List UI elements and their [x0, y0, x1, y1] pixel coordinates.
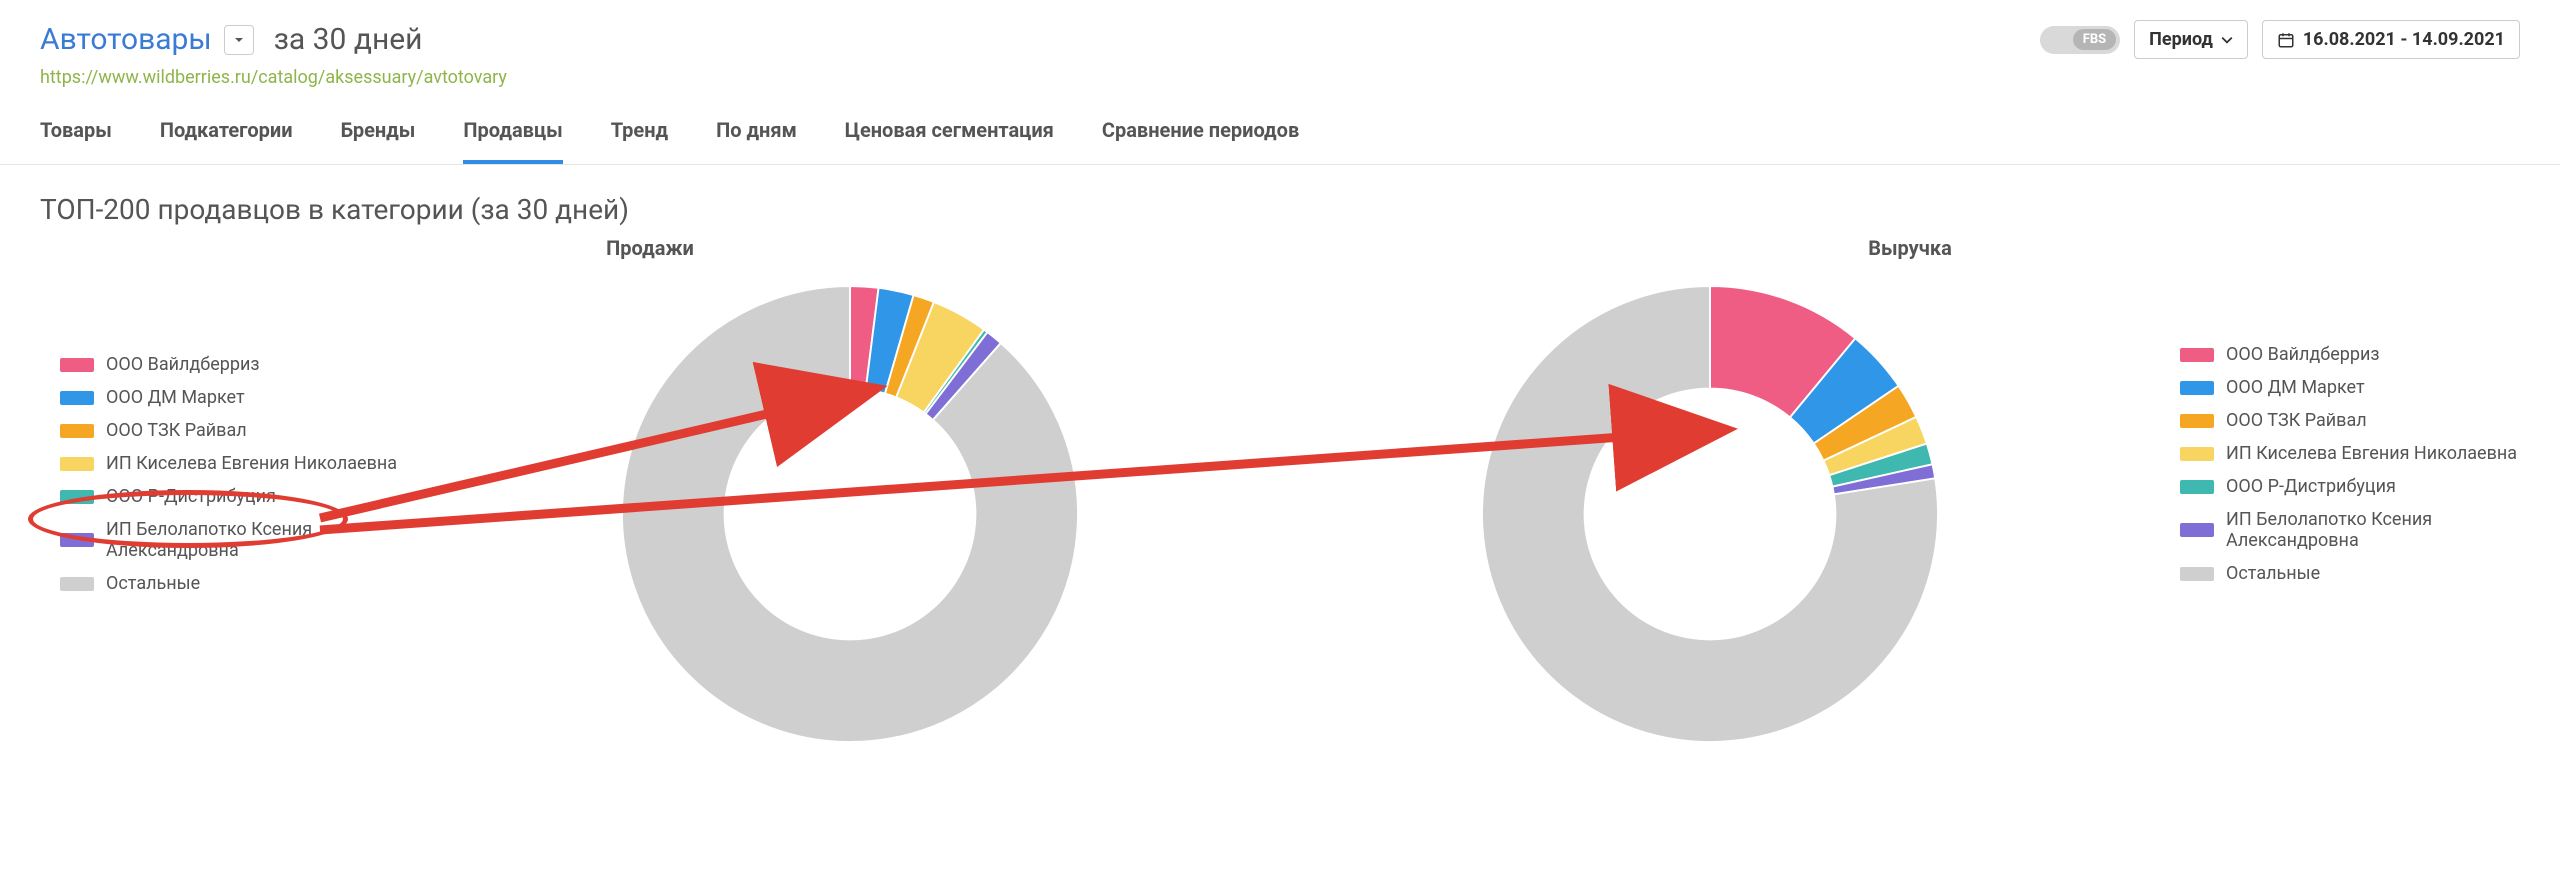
- legend-item[interactable]: Остальные: [2180, 563, 2540, 584]
- legend-item[interactable]: ООО ТЗК Райвал: [60, 420, 420, 441]
- legend-sales: ООО Вайлдберриз ООО ДМ Маркет ООО ТЗК Райв…: [20, 254, 420, 606]
- legend-item[interactable]: ООО Вайлдберриз: [60, 354, 420, 375]
- breadcrumb-category[interactable]: Автотовары: [40, 22, 212, 57]
- header-left: Автотовары за 30 дней: [40, 22, 422, 57]
- chevron-down-icon: [2221, 34, 2233, 46]
- legend-label: ИП Киселева Евгения Николаевна: [2226, 443, 2517, 464]
- period-button[interactable]: Период: [2134, 20, 2248, 59]
- legend-swatch: [60, 391, 94, 405]
- legend-label: ООО ДМ Маркет: [2226, 377, 2365, 398]
- category-dropdown-toggle[interactable]: [224, 25, 254, 55]
- legend-label: Остальные: [2226, 563, 2320, 584]
- tabs-bar: Товары Подкатегории Бренды Продавцы Тренд По …: [0, 88, 2560, 165]
- tab-По дням[interactable]: По дням: [716, 118, 797, 164]
- legend-swatch: [2180, 567, 2214, 581]
- chart-block-sales: Продажи ООО ВайлдберризООО ДМ МаркетООО …: [20, 254, 1280, 754]
- page-header: Автотовары за 30 дней FBS Период 16.08.2…: [0, 0, 2560, 59]
- legend-swatch: [2180, 381, 2214, 395]
- legend-label: ИП Белолапотко Ксения Александровна: [106, 519, 420, 561]
- tab-Продавцы[interactable]: Продавцы: [463, 118, 562, 164]
- legend-revenue: ООО Вайлдберриз ООО ДМ Маркет ООО ТЗК Райв…: [2140, 254, 2540, 596]
- chart-block-revenue: Выручка ООО ВайлдберризООО ДМ МаркетООО …: [1280, 254, 2540, 754]
- header-right: FBS Период 16.08.2021 - 14.09.2021: [2040, 20, 2520, 59]
- calendar-icon: [2277, 31, 2295, 49]
- tab-Подкатегории[interactable]: Подкатегории: [160, 118, 293, 164]
- date-range-button[interactable]: 16.08.2021 - 14.09.2021: [2262, 20, 2520, 59]
- legend-item[interactable]: Остальные: [60, 573, 420, 594]
- legend-swatch: [2180, 447, 2214, 461]
- charts-row: Продажи ООО ВайлдберризООО ДМ МаркетООО …: [0, 254, 2560, 754]
- chart-title-revenue: Выручка: [1280, 236, 2540, 260]
- legend-item[interactable]: ООО Р-Дистрибуция: [60, 486, 420, 507]
- legend-item[interactable]: ООО ТЗК Райвал: [2180, 410, 2540, 431]
- legend-label: Остальные: [106, 573, 200, 594]
- legend-swatch: [2180, 348, 2214, 362]
- legend-swatch: [60, 533, 94, 547]
- legend-swatch: [60, 424, 94, 438]
- legend-swatch: [60, 457, 94, 471]
- legend-swatch: [60, 358, 94, 372]
- fbs-toggle[interactable]: FBS: [2040, 26, 2120, 54]
- legend-item[interactable]: ИП Белолапотко Ксения Александровна: [2180, 509, 2540, 551]
- legend-item[interactable]: ООО ДМ Маркет: [60, 387, 420, 408]
- period-button-label: Период: [2149, 29, 2213, 50]
- tab-Ценовая сегментация[interactable]: Ценовая сегментация: [845, 118, 1054, 164]
- tab-Товары[interactable]: Товары: [40, 118, 112, 164]
- legend-swatch: [2180, 523, 2214, 537]
- legend-label: ООО ДМ Маркет: [106, 387, 245, 408]
- tab-Тренд[interactable]: Тренд: [611, 118, 668, 164]
- date-range-label: 16.08.2021 - 14.09.2021: [2303, 29, 2505, 50]
- donut-sales-wrap: [420, 254, 1280, 754]
- legend-item[interactable]: ИП Киселева Евгения Николаевна: [2180, 443, 2540, 464]
- legend-swatch: [60, 577, 94, 591]
- period-summary: за 30 дней: [274, 22, 423, 57]
- legend-label: ООО Вайлдберриз: [106, 354, 260, 375]
- tab-Бренды[interactable]: Бренды: [341, 118, 416, 164]
- legend-item[interactable]: ООО Вайлдберриз: [2180, 344, 2540, 365]
- donut-sales: [610, 274, 1090, 754]
- legend-swatch: [60, 490, 94, 504]
- legend-label: ООО ТЗК Райвал: [106, 420, 247, 441]
- legend-swatch: [2180, 414, 2214, 428]
- tab-Сравнение периодов[interactable]: Сравнение периодов: [1102, 118, 1299, 164]
- legend-item[interactable]: ООО Р-Дистрибуция: [2180, 476, 2540, 497]
- legend-item[interactable]: ООО ДМ Маркет: [2180, 377, 2540, 398]
- legend-item[interactable]: ИП Киселева Евгения Николаевна: [60, 453, 420, 474]
- chart-title-sales: Продажи: [20, 236, 1280, 260]
- fbs-toggle-label: FBS: [2073, 29, 2116, 50]
- legend-swatch: [2180, 480, 2214, 494]
- donut-revenue-wrap: [1280, 254, 2140, 754]
- legend-label: ООО Р-Дистрибуция: [2226, 476, 2396, 497]
- legend-label: ООО ТЗК Райвал: [2226, 410, 2367, 431]
- legend-label: ООО Вайлдберриз: [2226, 344, 2380, 365]
- legend-label: ООО Р-Дистрибуция: [106, 486, 276, 507]
- source-url[interactable]: https://www.wildberries.ru/catalog/akses…: [0, 59, 2560, 88]
- donut-slice[interactable]: [622, 286, 1078, 742]
- legend-label: ИП Киселева Евгения Николаевна: [106, 453, 397, 474]
- caret-down-icon: [234, 35, 244, 45]
- legend-label: ИП Белолапотко Ксения Александровна: [2226, 509, 2540, 551]
- legend-item[interactable]: ИП Белолапотко Ксения Александровна: [60, 519, 420, 561]
- donut-revenue: [1470, 274, 1950, 754]
